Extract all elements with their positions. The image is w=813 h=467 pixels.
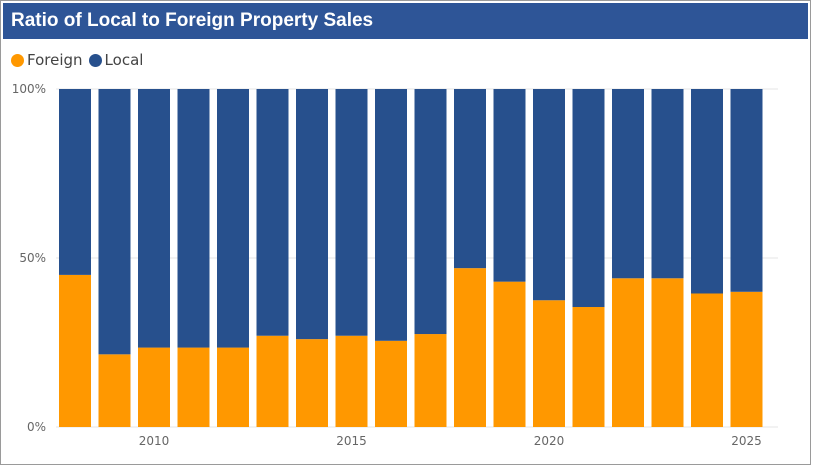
bar-foreign-2012[interactable] xyxy=(217,347,249,427)
bar-local-2018[interactable] xyxy=(454,89,486,269)
bar-foreign-2015[interactable] xyxy=(335,335,368,427)
legend-item-foreign[interactable]: Foreign xyxy=(11,51,83,69)
x-tick-label: 2025 xyxy=(731,434,762,448)
bar-local-2009[interactable] xyxy=(98,89,131,355)
bar-local-2008[interactable] xyxy=(59,89,91,275)
legend-label-local: Local xyxy=(104,51,144,69)
bar-local-2010[interactable] xyxy=(138,89,170,348)
bar-foreign-2011[interactable] xyxy=(177,347,210,427)
bar-foreign-2021[interactable] xyxy=(572,307,605,427)
bar-local-2015[interactable] xyxy=(335,89,368,336)
bar-local-2024[interactable] xyxy=(691,89,723,294)
y-tick-label: 50% xyxy=(19,251,46,265)
bar-local-2021[interactable] xyxy=(572,89,605,308)
y-tick-label: 100% xyxy=(12,82,46,96)
bar-foreign-2009[interactable] xyxy=(98,354,131,427)
bar-local-2020[interactable] xyxy=(533,89,565,301)
bar-foreign-2010[interactable] xyxy=(138,347,170,427)
legend-swatch-foreign xyxy=(11,53,24,67)
bar-local-2022[interactable] xyxy=(612,89,644,279)
bar-local-2014[interactable] xyxy=(296,89,328,340)
bar-local-2023[interactable] xyxy=(651,89,684,279)
bar-local-2025[interactable] xyxy=(730,89,763,292)
bar-foreign-2017[interactable] xyxy=(414,334,447,427)
bar-foreign-2008[interactable] xyxy=(59,274,91,427)
bar-local-2013[interactable] xyxy=(256,89,289,336)
x-tick-label: 2015 xyxy=(336,434,367,448)
bar-local-2019[interactable] xyxy=(493,89,526,282)
bar-local-2012[interactable] xyxy=(217,89,249,348)
legend-label-foreign: Foreign xyxy=(27,51,83,69)
bar-foreign-2024[interactable] xyxy=(691,293,723,427)
bar-foreign-2020[interactable] xyxy=(533,300,565,427)
bar-foreign-2013[interactable] xyxy=(256,335,289,427)
legend: Foreign Local xyxy=(11,49,149,71)
x-tick-label: 2010 xyxy=(139,434,170,448)
bar-foreign-2018[interactable] xyxy=(454,268,486,427)
bar-foreign-2025[interactable] xyxy=(730,291,763,427)
chart-title: Ratio of Local to Foreign Property Sales xyxy=(3,3,808,39)
bar-local-2017[interactable] xyxy=(414,89,447,335)
y-tick-label: 0% xyxy=(27,420,46,434)
bar-foreign-2014[interactable] xyxy=(296,339,328,427)
bar-local-2011[interactable] xyxy=(177,89,210,348)
legend-swatch-local xyxy=(88,53,102,67)
bar-foreign-2019[interactable] xyxy=(493,281,526,427)
bar-foreign-2016[interactable] xyxy=(375,340,407,427)
bar-foreign-2022[interactable] xyxy=(612,278,644,427)
legend-item-local[interactable]: Local xyxy=(88,51,144,69)
bar-local-2016[interactable] xyxy=(375,89,407,341)
x-tick-label: 2020 xyxy=(534,434,565,448)
bar-foreign-2023[interactable] xyxy=(651,278,684,427)
